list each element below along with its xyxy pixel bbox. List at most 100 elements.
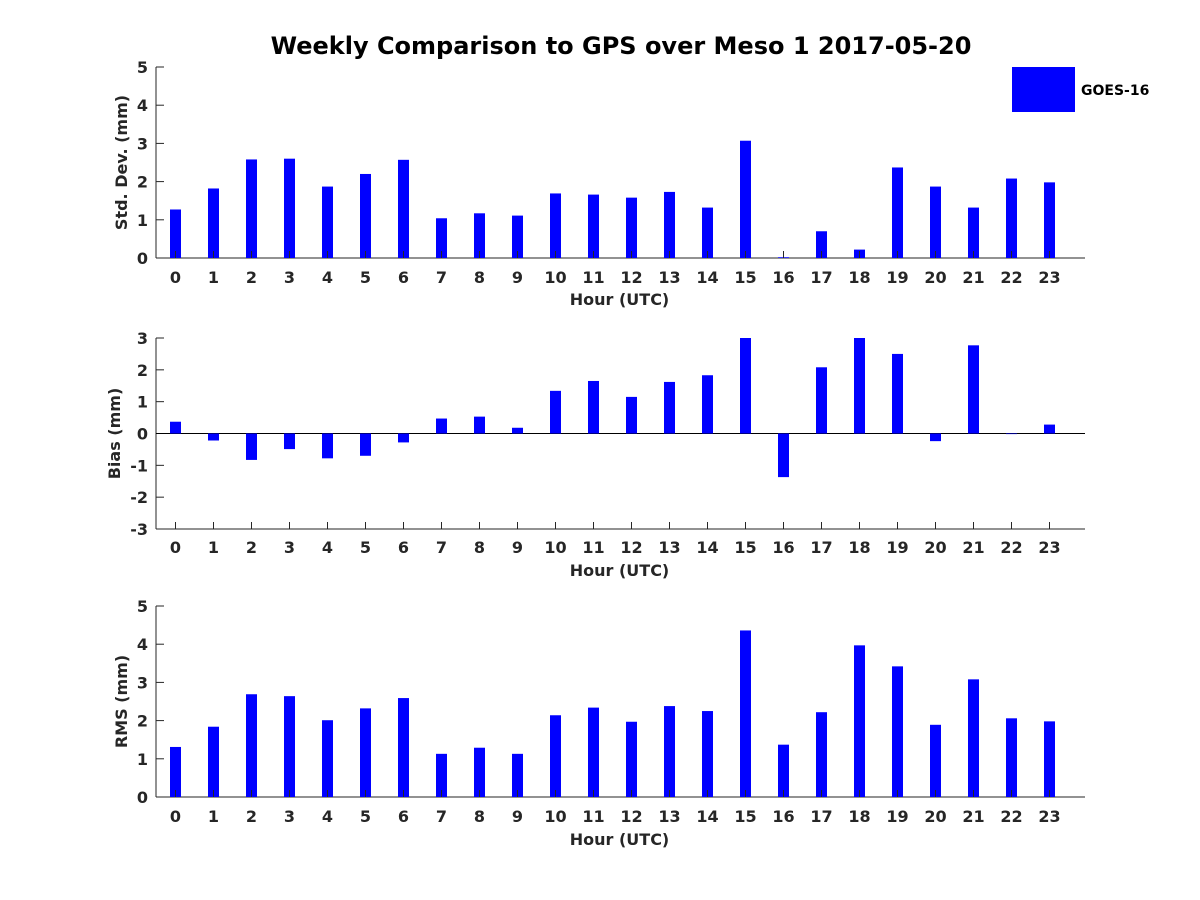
x-tick-label: 0 [170, 538, 181, 557]
bar-hour-3 [284, 696, 295, 797]
y-tick-label: 2 [137, 361, 148, 380]
x-tick-label: 11 [582, 268, 604, 287]
bar-hour-0 [170, 209, 181, 258]
y-tick-label: 2 [137, 712, 148, 731]
x-tick-label: 20 [924, 268, 946, 287]
x-tick-label: 13 [658, 268, 680, 287]
bar-hour-12 [626, 721, 637, 797]
x-tick-label: 0 [170, 268, 181, 287]
bar-hour-9 [512, 753, 523, 797]
bar-hour-21 [968, 345, 979, 434]
bar-hour-7 [436, 418, 447, 434]
x-tick-label: 1 [208, 268, 219, 287]
bar-hour-3 [284, 158, 295, 258]
x-tick-label: 12 [620, 538, 642, 557]
x-tick-label: 14 [696, 807, 718, 826]
bar-hour-12 [626, 396, 637, 434]
bar-hour-13 [664, 191, 675, 258]
bar-hour-20 [930, 186, 941, 258]
x-tick-label: 21 [962, 268, 984, 287]
bar-hour-0 [170, 421, 181, 434]
x-tick-label: 10 [544, 807, 566, 826]
x-tick-label: 2 [246, 268, 257, 287]
x-tick-label: 6 [398, 268, 409, 287]
x-tick-label: 23 [1038, 807, 1060, 826]
y-tick-label: 1 [137, 211, 148, 230]
bar-hour-17 [816, 712, 827, 797]
x-tick-label: 9 [512, 268, 523, 287]
y-tick-label: -3 [130, 520, 148, 539]
x-tick-label: 11 [582, 807, 604, 826]
x-axis-label: Hour (UTC) [570, 290, 670, 309]
bar-hour-4 [322, 186, 333, 258]
bar-hour-14 [702, 207, 713, 258]
bar-hour-14 [702, 375, 713, 434]
x-tick-label: 0 [170, 807, 181, 826]
bar-hour-2 [246, 433, 257, 460]
x-tick-label: 20 [924, 538, 946, 557]
x-tick-label: 3 [284, 268, 295, 287]
bar-hour-15 [740, 140, 751, 258]
x-tick-label: 20 [924, 807, 946, 826]
x-tick-label: 15 [734, 268, 756, 287]
bar-hour-1 [208, 188, 219, 258]
x-tick-label: 22 [1000, 268, 1022, 287]
x-tick-label: 19 [886, 268, 908, 287]
x-tick-label: 19 [886, 538, 908, 557]
y-tick-label: -2 [130, 488, 148, 507]
bar-hour-23 [1044, 721, 1055, 797]
bar-hour-23 [1044, 182, 1055, 258]
y-tick-label: 0 [137, 425, 148, 444]
bar-hour-17 [816, 231, 827, 258]
y-tick-label: 4 [137, 96, 148, 115]
y-tick-label: 0 [137, 249, 148, 268]
bar-hour-7 [436, 753, 447, 797]
x-tick-label: 9 [512, 538, 523, 557]
bar-hour-7 [436, 218, 447, 258]
x-tick-label: 16 [772, 538, 794, 557]
bar-hour-9 [512, 215, 523, 258]
bar-hour-18 [854, 338, 865, 434]
bar-hour-19 [892, 167, 903, 258]
bar-hour-6 [398, 698, 409, 797]
x-tick-label: 22 [1000, 807, 1022, 826]
x-tick-label: 7 [436, 538, 447, 557]
bar-hour-2 [246, 159, 257, 258]
x-tick-label: 21 [962, 538, 984, 557]
bar-hour-5 [360, 708, 371, 797]
y-tick-label: 2 [137, 173, 148, 192]
x-tick-label: 4 [322, 268, 333, 287]
bar-hour-22 [1006, 433, 1017, 435]
x-tick-label: 2 [246, 538, 257, 557]
x-tick-label: 9 [512, 807, 523, 826]
x-tick-label: 7 [436, 268, 447, 287]
x-axis-label: Hour (UTC) [570, 561, 670, 580]
bar-hour-19 [892, 666, 903, 797]
bar-hour-22 [1006, 178, 1017, 258]
x-tick-label: 4 [322, 807, 333, 826]
x-tick-label: 5 [360, 538, 371, 557]
y-tick-label: 5 [137, 58, 148, 77]
bar-hour-13 [664, 706, 675, 797]
x-tick-label: 5 [360, 807, 371, 826]
bar-hour-9 [512, 427, 523, 434]
bar-hour-16 [778, 433, 789, 478]
bar-hour-11 [588, 380, 599, 434]
bar-hour-10 [550, 715, 561, 797]
chart-title: Weekly Comparison to GPS over Meso 1 201… [271, 32, 972, 60]
x-tick-label: 8 [474, 807, 485, 826]
x-tick-label: 23 [1038, 268, 1060, 287]
x-tick-label: 14 [696, 268, 718, 287]
x-tick-label: 17 [810, 807, 832, 826]
bar-hour-17 [816, 367, 827, 434]
x-tick-label: 21 [962, 807, 984, 826]
bar-hour-8 [474, 213, 485, 258]
x-tick-label: 18 [848, 807, 870, 826]
bar-hour-3 [284, 433, 295, 450]
x-tick-label: 15 [734, 807, 756, 826]
x-tick-label: 7 [436, 807, 447, 826]
